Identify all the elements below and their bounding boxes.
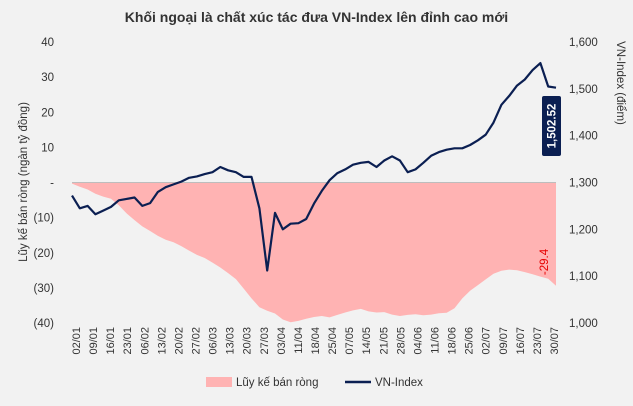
last-value-callout-box: [542, 96, 561, 156]
x-tick-label: 16/01: [105, 327, 117, 355]
y-tick-right: 1,500: [569, 84, 598, 96]
x-tick-label: 06/03: [208, 327, 220, 355]
y-axis-left-label: Lũy kế bán ròng (ngàn tỷ đồng): [18, 102, 30, 262]
legend-swatch-area: [206, 377, 232, 387]
x-tick-label: 18/04: [310, 327, 322, 355]
x-tick-label: 23/01: [122, 327, 134, 355]
x-tick-label: 11/04: [293, 327, 305, 354]
x-tick-label: 16/07: [515, 327, 527, 355]
x-tick-label: 27/03: [259, 327, 271, 355]
series-line-vn-index: [71, 61, 557, 272]
x-tick-label: 13/03: [225, 327, 237, 355]
y-tick-left: (20): [34, 248, 55, 260]
legend-label-line: VN-Index: [375, 377, 423, 389]
x-tick-label: 23/07: [532, 327, 544, 355]
x-tick-label: 30/07: [549, 327, 561, 355]
x-tick-label: 20/03: [242, 327, 254, 355]
x-tick-label: 03/04: [276, 327, 288, 355]
x-tick-label: 20/02: [173, 327, 185, 355]
x-tick-label: 18/06: [447, 327, 459, 355]
x-tick-label: 02/01: [71, 327, 83, 355]
series-area-net-sell: [72, 182, 556, 323]
x-tick-label: 07/05: [344, 327, 356, 355]
y-tick-right: 1,600: [569, 37, 598, 49]
chart-title: Khối ngoại là chất xúc tác đưa VN-Index …: [125, 9, 508, 25]
x-tick-label: 09/01: [88, 327, 100, 355]
x-tick-label: 27/02: [191, 327, 203, 355]
y-tick-right: 1,300: [569, 178, 598, 190]
x-tick-label: 04/06: [412, 327, 424, 355]
x-tick-label: 02/07: [481, 327, 493, 355]
x-tick-label: 25/04: [327, 327, 339, 355]
y-tick-left: 20: [41, 107, 54, 119]
x-tick-label: 14/05: [361, 327, 373, 355]
y-tick-left: (30): [34, 283, 55, 295]
y-tick-right: 1,400: [569, 131, 598, 143]
y-tick-left: 30: [41, 72, 54, 84]
x-tick-label: 21/05: [378, 327, 390, 355]
y-tick-left: (10): [34, 213, 55, 225]
x-tick-label: 06/02: [139, 327, 151, 355]
x-tick-label: 11/06: [430, 327, 442, 354]
y-tick-right: 1,200: [569, 224, 598, 236]
y-tick-left: (40): [34, 318, 55, 330]
y-tick-right: 1,000: [569, 318, 598, 330]
x-tick-label: 09/07: [498, 327, 510, 355]
y-tick-right: 1,100: [569, 271, 598, 283]
y-tick-left: -: [50, 178, 54, 190]
net-sell-callout: -29.4: [539, 248, 551, 275]
last-value-callout-text: 1,502.52: [547, 104, 559, 149]
x-tick-label: 13/02: [156, 327, 168, 355]
y-tick-left: 40: [41, 37, 54, 49]
legend-label-area: Lũy kế bán ròng: [236, 377, 318, 389]
y-tick-left: 10: [41, 142, 54, 154]
y-axis-right-label: VN-Index (điểm): [614, 41, 626, 125]
x-tick-label: 28/05: [395, 327, 407, 355]
x-tick-label: 25/06: [464, 327, 476, 355]
